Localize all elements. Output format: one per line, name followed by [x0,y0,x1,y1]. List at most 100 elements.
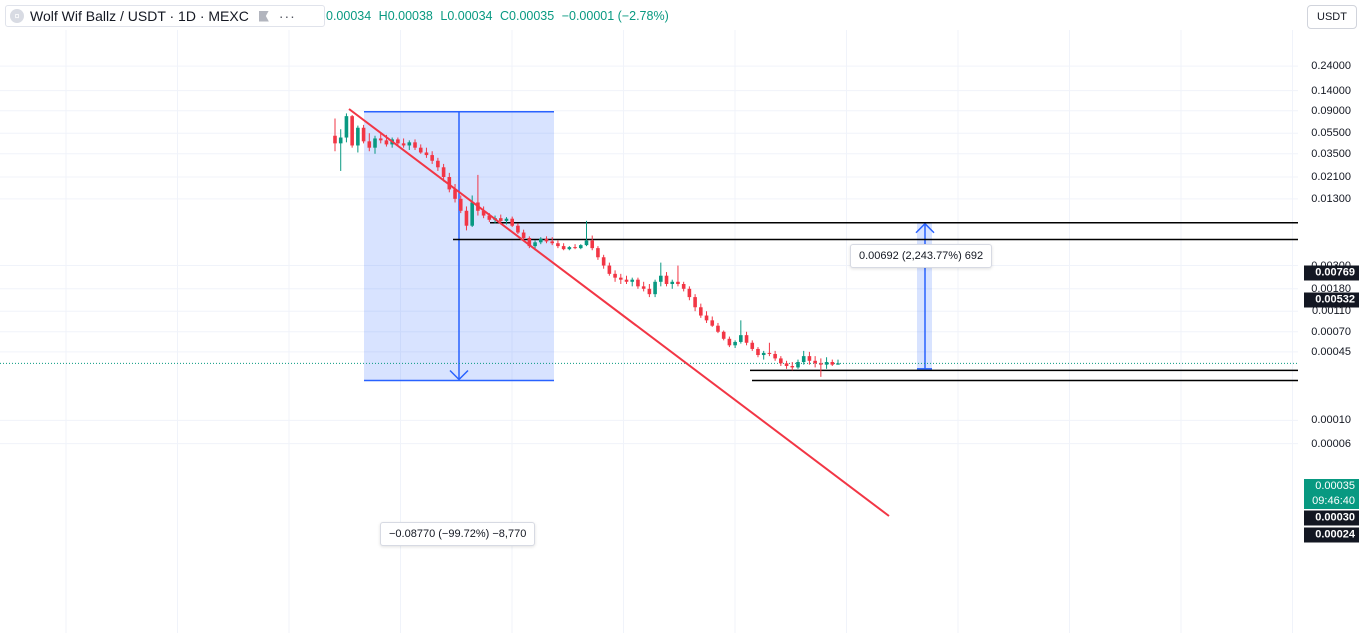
candle-body [807,356,812,361]
candle-body [550,241,555,244]
candle-body [790,366,795,368]
measure-up-arrow-head [915,222,935,234]
axis-tick-label: 0.01300 [1311,192,1351,205]
measure-down-label[interactable]: −0.08770 (−99.72%) −8,770 [380,522,536,546]
candle-body [779,358,783,364]
candle-body [584,240,589,246]
candle-body [401,143,406,146]
candle-body [693,297,697,308]
candle-body [767,352,772,354]
axis-tick-label: 0.00010 [1311,414,1351,427]
candle-body [527,237,532,247]
axis-tick-label: 0.00006 [1311,437,1351,450]
axis-tick-label: 0.02100 [1311,171,1351,183]
candle-body [504,218,509,221]
candle-body [356,127,360,146]
ohlc-open: 0.00034 [326,9,372,23]
symbol-info-box[interactable]: ¤ Wolf Wif Ballz / USDT · 1D · MEXC ··· [5,5,325,27]
symbol-title: Wolf Wif Ballz / USDT · 1D · MEXC [30,8,249,24]
candle-body [367,141,372,148]
candle-body [396,139,400,144]
candle-body [333,135,337,144]
candle-body [676,281,680,285]
last-price: 0.00035 [1315,480,1355,492]
candle-body [618,277,623,280]
candle-body [470,202,474,226]
candle-body [510,218,514,226]
currency-button[interactable]: USDT [1307,5,1357,29]
candle-body [344,116,349,138]
candle-body [596,248,600,258]
candle-body [733,341,737,346]
candle-body [636,279,640,287]
candle-body [607,265,612,274]
price-tag-00532: 0.00532 [1304,292,1359,308]
candle-body [670,281,675,285]
candle-body [413,142,417,148]
axis-tick-label: 0.14000 [1311,84,1351,97]
candle-body [727,338,732,346]
axis-tick-label: 0.09000 [1311,104,1351,117]
candle-body [830,362,835,365]
candle-body [407,142,412,146]
candle-body [653,281,657,295]
axis-tick-label: 0.00180 [1311,282,1351,295]
price-tag-00769: 0.00769 [1304,265,1359,281]
candle-body [578,245,583,249]
candle-body [699,307,703,316]
coin-icon: ¤ [10,9,24,23]
candle-body [630,279,635,282]
candle-body [350,116,354,146]
candle-body [430,155,434,161]
ohlc-low: L0.00034 [440,9,493,23]
last-price-tag: 0.00035 09:46:40 [1304,479,1359,509]
candle-body [556,243,560,247]
measure-up-label[interactable]: 0.00692 (2,243.77%) 692 [850,244,993,268]
candle-body [613,273,617,278]
candle-body [447,177,452,190]
bar-countdown: 09:46:40 [1312,495,1355,507]
candle-body [813,360,817,364]
candle-body [739,335,743,342]
candle-body [561,246,566,250]
candle-body [361,127,366,142]
candle-body [464,210,469,226]
candle-body [641,286,646,289]
candle-body [538,238,543,243]
measure-down-arrow-head [449,369,469,381]
candle-body [533,242,537,247]
candle-body [744,335,749,343]
candle-body [521,232,526,238]
candle-body [836,363,840,365]
candle-body [441,167,446,178]
candle-body [453,189,457,199]
candle-body [498,218,503,221]
candle-body [773,353,777,359]
flag-icon[interactable] [258,10,269,22]
candle-body [647,288,652,295]
axis-tick-label: 0.00110 [1312,305,1351,318]
candle-body [624,279,629,282]
candle-body [721,331,726,339]
candle-body [590,240,595,249]
grid-lines [0,30,1298,633]
candle-body [458,198,463,211]
candle-body [436,160,440,168]
candle-body [801,356,806,363]
ellipsis-icon[interactable]: ··· [278,8,296,24]
candle-body [681,284,686,289]
axis-tick-label: 0.05500 [1311,127,1351,140]
ohlc-change: −0.00001 (−2.78%) [561,9,669,23]
candle-body [659,275,663,282]
candle-body [487,215,492,220]
candle-body [704,315,709,321]
axis-tick-label: 0.00045 [1311,345,1351,358]
candle-body [567,247,572,250]
ohlc-high: H0.00038 [378,9,433,23]
price-tag-00030: 0.00030 [1304,510,1359,526]
price-tag-00024: 0.00024 [1304,527,1359,543]
candle-body [784,363,789,367]
candle-body [573,247,577,249]
candle-body [750,342,755,349]
